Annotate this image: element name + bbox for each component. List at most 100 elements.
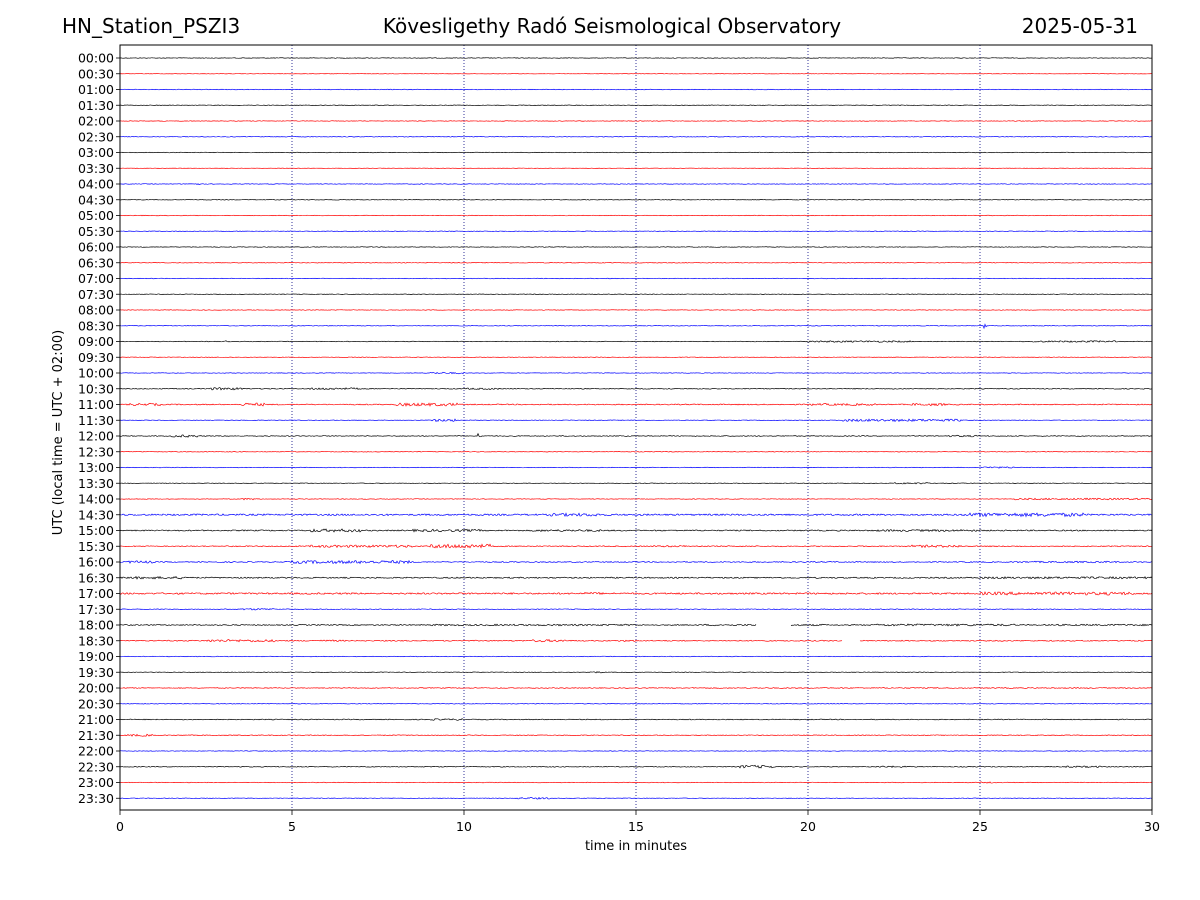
y-tick-label: 07:00 xyxy=(78,271,114,286)
y-tick-label: 05:00 xyxy=(78,208,114,223)
y-tick-label: 10:30 xyxy=(78,381,114,396)
trace-0800 xyxy=(119,309,1153,311)
y-tick-label: 21:30 xyxy=(78,728,114,743)
x-tick-label: 25 xyxy=(972,819,988,834)
trace-0600 xyxy=(119,246,1153,248)
y-tick-label: 12:00 xyxy=(78,429,114,444)
y-tick-label: 19:00 xyxy=(78,649,114,664)
y-tick-label: 23:30 xyxy=(78,791,114,806)
y-tick-label: 13:00 xyxy=(78,460,114,475)
y-tick-label: 19:30 xyxy=(78,665,114,680)
trace-0130 xyxy=(119,104,1153,106)
trace-1330 xyxy=(119,482,1153,485)
trace-0100 xyxy=(119,88,1153,91)
y-tick-label: 15:00 xyxy=(78,523,114,538)
y-tick-label: 16:30 xyxy=(78,570,114,585)
x-tick-label: 30 xyxy=(1144,819,1160,834)
trace-1630 xyxy=(119,575,1153,580)
trace-0230 xyxy=(119,136,1153,138)
y-tick-label: 14:00 xyxy=(78,492,114,507)
y-tick-label: 23:00 xyxy=(78,775,114,790)
y-tick-label: 21:00 xyxy=(78,712,114,727)
chart-date: 2025-05-31 xyxy=(1021,14,1138,38)
y-tick-label: 17:00 xyxy=(78,586,114,601)
trace-2300 xyxy=(119,781,1153,784)
y-tick-label: 01:00 xyxy=(78,82,114,97)
trace-2330 xyxy=(119,796,1153,800)
trace-1530 xyxy=(119,543,1153,549)
trace-0400 xyxy=(119,183,1153,185)
trace-1200 xyxy=(119,432,1153,438)
y-tick-label: 09:30 xyxy=(78,350,114,365)
trace-1230 xyxy=(119,451,1153,453)
x-tick-label: 10 xyxy=(456,819,472,834)
y-tick-label: 01:30 xyxy=(78,98,114,113)
y-tick-label: 12:30 xyxy=(78,444,114,459)
trace-0430 xyxy=(119,199,1153,201)
y-tick-label: 18:00 xyxy=(78,618,114,633)
y-tick-label: 03:00 xyxy=(78,145,114,160)
trace-1430 xyxy=(119,512,1153,518)
y-tick-label: 05:30 xyxy=(78,224,114,239)
trace-0000 xyxy=(119,57,1153,59)
y-tick-label: 08:30 xyxy=(78,318,114,333)
trace-0200 xyxy=(119,120,1153,122)
trace-2230 xyxy=(119,764,1153,769)
y-tick-label: 04:00 xyxy=(78,177,114,192)
trace-0730 xyxy=(119,293,1153,295)
y-tick-label: 09:00 xyxy=(78,334,114,349)
trace-2200 xyxy=(119,750,1153,752)
y-axis-label: UTC (local time = UTC + 02:00) xyxy=(51,330,66,535)
y-tick-label: 11:30 xyxy=(78,413,114,428)
y-tick-label: 02:00 xyxy=(78,114,114,129)
trace-1830 xyxy=(119,638,1153,643)
trace-1900 xyxy=(119,655,1153,658)
x-tick-label: 15 xyxy=(628,819,644,834)
y-tick-label: 10:00 xyxy=(78,366,114,381)
x-tick-label: 20 xyxy=(800,819,816,834)
trace-0700 xyxy=(119,277,1153,280)
y-tick-label: 04:30 xyxy=(78,192,114,207)
trace-1700 xyxy=(119,591,1153,596)
y-tick-label: 08:00 xyxy=(78,303,114,318)
y-tick-label: 06:00 xyxy=(78,240,114,255)
y-tick-label: 15:30 xyxy=(78,539,114,554)
trace-2130 xyxy=(119,733,1153,737)
trace-1300 xyxy=(119,466,1153,469)
y-tick-label: 11:00 xyxy=(78,397,114,412)
trace-1600 xyxy=(119,559,1153,565)
y-tick-label: 17:30 xyxy=(78,602,114,617)
x-axis-label: time in minutes xyxy=(585,839,687,854)
y-tick-label: 22:30 xyxy=(78,759,114,774)
y-tick-label: 00:00 xyxy=(78,51,114,66)
trace-1030 xyxy=(119,386,1153,391)
y-tick-label: 00:30 xyxy=(78,66,114,81)
x-tick-label: 0 xyxy=(116,819,124,834)
trace-1000 xyxy=(119,371,1153,375)
trace-0930 xyxy=(119,356,1153,358)
station-name: HN_Station_PSZI3 xyxy=(62,14,241,38)
trace-0630 xyxy=(119,262,1153,264)
trace-0900 xyxy=(119,340,1153,343)
trace-2030 xyxy=(119,703,1153,705)
trace-1930 xyxy=(119,671,1153,674)
trace-2100 xyxy=(119,718,1153,721)
trace-1130 xyxy=(119,418,1153,423)
trace-1730 xyxy=(119,608,1153,611)
trace-1400 xyxy=(119,497,1153,501)
y-tick-label: 16:00 xyxy=(78,555,114,570)
y-tick-label: 07:30 xyxy=(78,287,114,302)
y-tick-label: 22:00 xyxy=(78,744,114,759)
y-tick-label: 20:30 xyxy=(78,696,114,711)
trace-1800 xyxy=(119,623,1153,627)
y-tick-label: 06:30 xyxy=(78,255,114,270)
y-tick-label: 02:30 xyxy=(78,129,114,144)
x-tick-label: 5 xyxy=(288,819,296,834)
y-tick-label: 18:30 xyxy=(78,633,114,648)
y-tick-label: 14:30 xyxy=(78,507,114,522)
chart-title: Kövesligethy Radó Seismological Observat… xyxy=(382,14,842,38)
trace-2000 xyxy=(119,687,1153,689)
trace-0300 xyxy=(119,151,1153,154)
trace-0830 xyxy=(119,323,1153,330)
